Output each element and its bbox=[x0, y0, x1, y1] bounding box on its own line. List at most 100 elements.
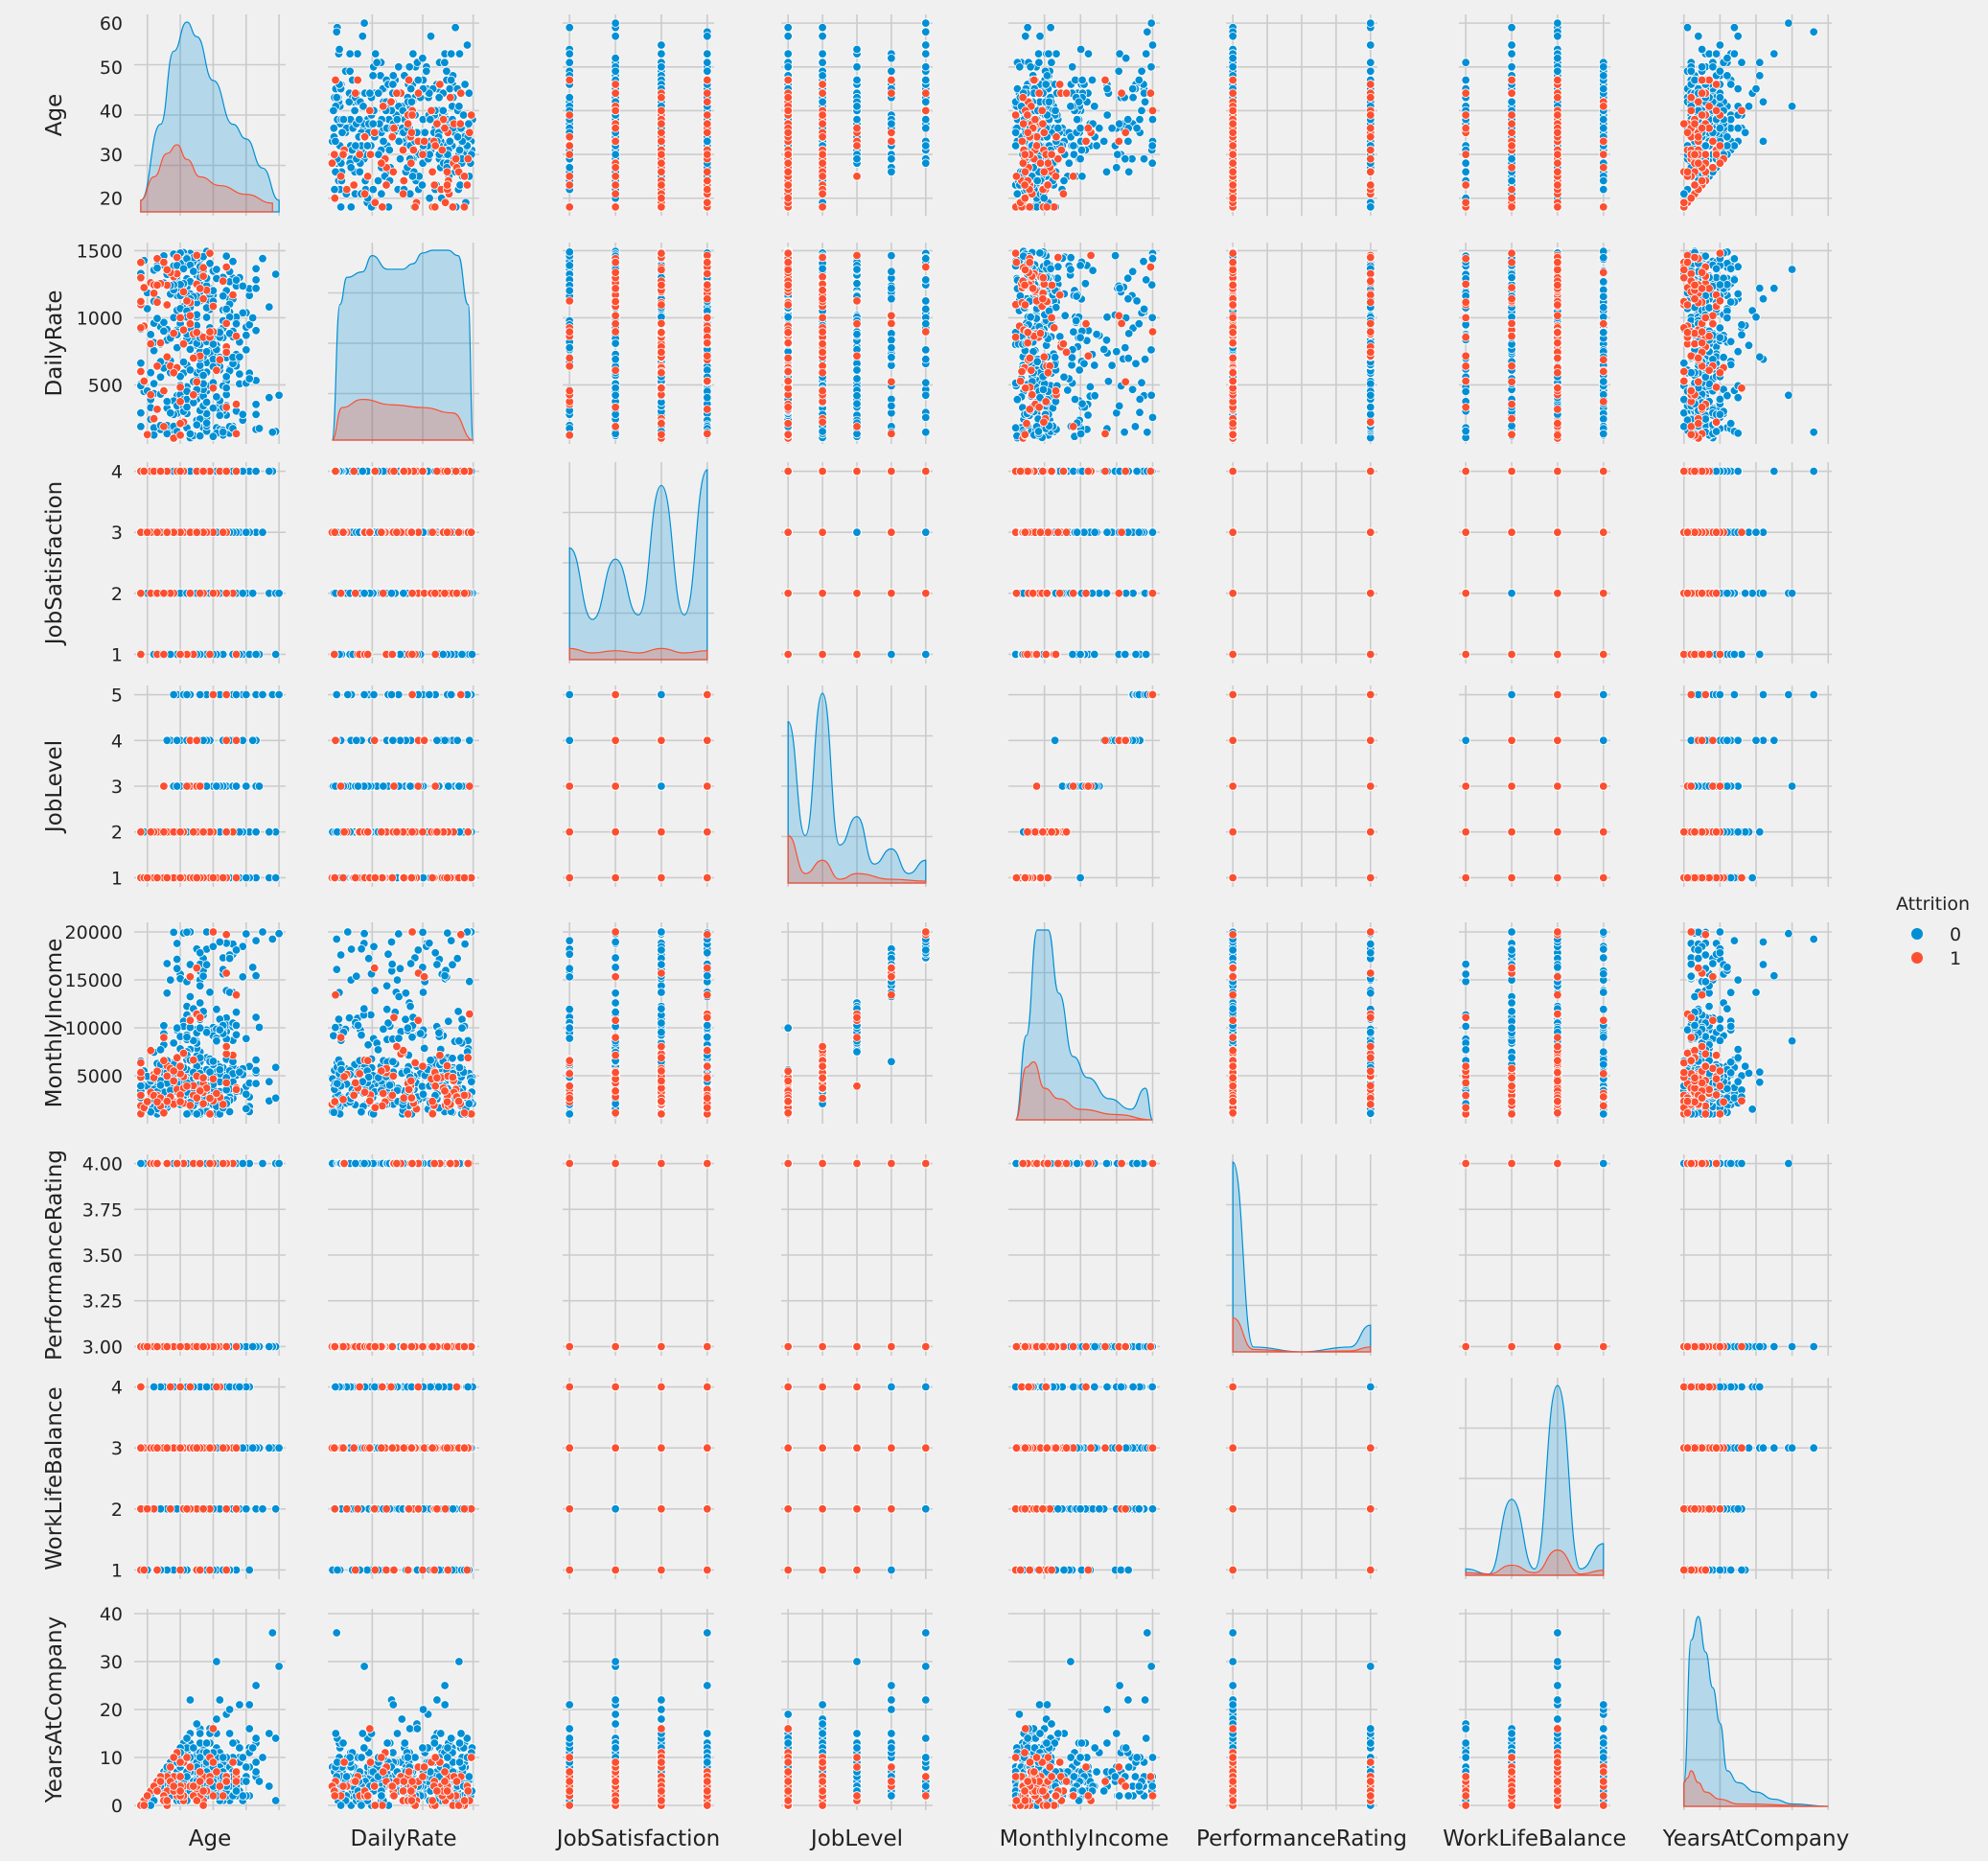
point-attrition-1 bbox=[163, 353, 172, 361]
point-attrition-1 bbox=[1367, 146, 1375, 154]
point-attrition-1 bbox=[1680, 120, 1689, 128]
point-attrition-0 bbox=[612, 67, 620, 76]
point-attrition-1 bbox=[888, 378, 896, 386]
point-attrition-1 bbox=[407, 128, 416, 137]
point-attrition-1 bbox=[411, 203, 420, 212]
point-attrition-1 bbox=[222, 263, 231, 271]
point-attrition-0 bbox=[385, 146, 394, 154]
point-attrition-1 bbox=[704, 281, 712, 290]
point-attrition-0 bbox=[163, 398, 172, 407]
point-attrition-1 bbox=[1508, 89, 1516, 98]
point-attrition-1 bbox=[658, 137, 666, 146]
point-attrition-0 bbox=[566, 50, 574, 58]
point-attrition-0 bbox=[1716, 93, 1724, 102]
point-attrition-1 bbox=[658, 319, 666, 328]
point-attrition-1 bbox=[612, 285, 620, 293]
point-attrition-1 bbox=[400, 176, 408, 185]
point-attrition-0 bbox=[1554, 33, 1562, 41]
point-attrition-0 bbox=[1076, 124, 1085, 132]
point-attrition-0 bbox=[1061, 312, 1070, 320]
point-attrition-1 bbox=[1229, 128, 1237, 137]
point-attrition-0 bbox=[423, 67, 431, 76]
point-attrition-0 bbox=[566, 262, 574, 270]
point-attrition-1 bbox=[922, 89, 931, 98]
point-attrition-0 bbox=[1738, 58, 1746, 67]
point-attrition-0 bbox=[465, 120, 474, 128]
point-attrition-0 bbox=[1716, 124, 1724, 132]
point-attrition-1 bbox=[190, 354, 198, 362]
point-attrition-1 bbox=[1712, 151, 1721, 159]
point-attrition-1 bbox=[566, 386, 574, 395]
point-attrition-1 bbox=[1462, 89, 1470, 98]
point-attrition-1 bbox=[143, 430, 151, 439]
point-attrition-0 bbox=[819, 58, 827, 67]
point-attrition-0 bbox=[1016, 63, 1025, 72]
point-attrition-0 bbox=[455, 146, 464, 154]
point-attrition-0 bbox=[1229, 54, 1237, 62]
point-attrition-1 bbox=[658, 430, 666, 439]
point-attrition-1 bbox=[658, 249, 666, 258]
point-attrition-1 bbox=[150, 290, 158, 298]
point-attrition-0 bbox=[242, 346, 250, 355]
point-attrition-1 bbox=[1698, 124, 1706, 132]
point-attrition-0 bbox=[1462, 58, 1470, 67]
point-attrition-1 bbox=[199, 294, 208, 303]
point-attrition-0 bbox=[1047, 23, 1055, 32]
point-attrition-1 bbox=[1019, 120, 1028, 128]
point-attrition-1 bbox=[784, 181, 793, 190]
point-attrition-0 bbox=[1730, 23, 1739, 32]
point-attrition-1 bbox=[784, 404, 793, 412]
point-attrition-1 bbox=[153, 362, 162, 371]
point-attrition-1 bbox=[186, 312, 195, 320]
point-attrition-0 bbox=[266, 393, 274, 402]
point-attrition-0 bbox=[252, 265, 261, 273]
point-attrition-0 bbox=[922, 429, 931, 437]
point-attrition-1 bbox=[190, 391, 198, 400]
point-attrition-0 bbox=[219, 291, 227, 300]
point-attrition-1 bbox=[1062, 89, 1071, 98]
point-attrition-0 bbox=[375, 89, 383, 98]
point-attrition-1 bbox=[658, 369, 666, 378]
point-attrition-1 bbox=[160, 423, 169, 431]
point-attrition-0 bbox=[1726, 81, 1735, 89]
point-attrition-1 bbox=[1712, 81, 1721, 89]
point-attrition-1 bbox=[658, 159, 666, 168]
point-attrition-1 bbox=[1554, 128, 1562, 137]
point-attrition-1 bbox=[428, 106, 436, 115]
point-attrition-1 bbox=[1021, 168, 1029, 176]
point-attrition-0 bbox=[1022, 33, 1030, 41]
point-attrition-0 bbox=[819, 72, 827, 81]
point-attrition-0 bbox=[1600, 115, 1608, 124]
point-attrition-0 bbox=[1147, 19, 1156, 28]
point-attrition-1 bbox=[819, 120, 827, 128]
point-attrition-1 bbox=[819, 203, 827, 212]
point-attrition-0 bbox=[346, 67, 355, 76]
point-attrition-1 bbox=[784, 419, 793, 428]
point-attrition-0 bbox=[196, 431, 204, 440]
point-attrition-1 bbox=[140, 377, 149, 385]
point-attrition-0 bbox=[1099, 137, 1108, 146]
point-attrition-1 bbox=[1554, 93, 1562, 102]
point-attrition-1 bbox=[1018, 137, 1027, 146]
point-attrition-0 bbox=[784, 50, 793, 58]
point-attrition-0 bbox=[352, 142, 360, 151]
point-attrition-1 bbox=[389, 168, 398, 176]
point-attrition-0 bbox=[1687, 67, 1696, 76]
point-attrition-0 bbox=[1756, 58, 1765, 67]
point-attrition-0 bbox=[1462, 159, 1470, 168]
point-attrition-0 bbox=[330, 124, 338, 132]
point-attrition-0 bbox=[1067, 103, 1075, 111]
point-attrition-0 bbox=[373, 58, 381, 67]
point-attrition-0 bbox=[1367, 203, 1375, 212]
point-attrition-0 bbox=[704, 33, 712, 41]
point-attrition-1 bbox=[1146, 89, 1155, 98]
point-attrition-1 bbox=[704, 258, 712, 267]
point-attrition-1 bbox=[447, 93, 455, 102]
point-attrition-1 bbox=[219, 277, 227, 286]
point-attrition-1 bbox=[137, 297, 146, 306]
point-attrition-0 bbox=[202, 314, 211, 322]
point-attrition-1 bbox=[433, 120, 442, 128]
point-attrition-0 bbox=[1076, 154, 1085, 163]
point-attrition-1 bbox=[888, 89, 896, 98]
point-attrition-1 bbox=[1082, 137, 1091, 146]
